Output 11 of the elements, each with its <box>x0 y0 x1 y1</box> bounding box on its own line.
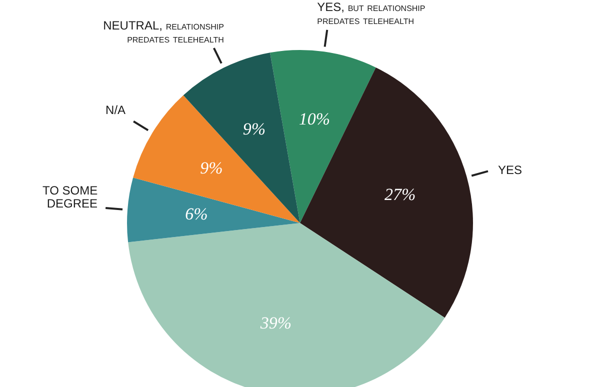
slice-label: NEUTRAL, relationship predates telehealth <box>103 18 224 46</box>
data-label: 9% <box>242 119 266 138</box>
data-label: 10% <box>298 110 330 129</box>
data-label: 27% <box>384 184 416 204</box>
data-label: 6% <box>185 204 208 224</box>
slice-label: N/A <box>106 103 126 118</box>
slice-label: YES, but relationship predates telehealth <box>317 0 426 28</box>
slice-label: TO SOME DEGREE <box>42 183 98 210</box>
data-label: 9% <box>200 158 223 178</box>
slice-label: YES <box>498 163 522 178</box>
data-label: 39% <box>259 313 292 332</box>
